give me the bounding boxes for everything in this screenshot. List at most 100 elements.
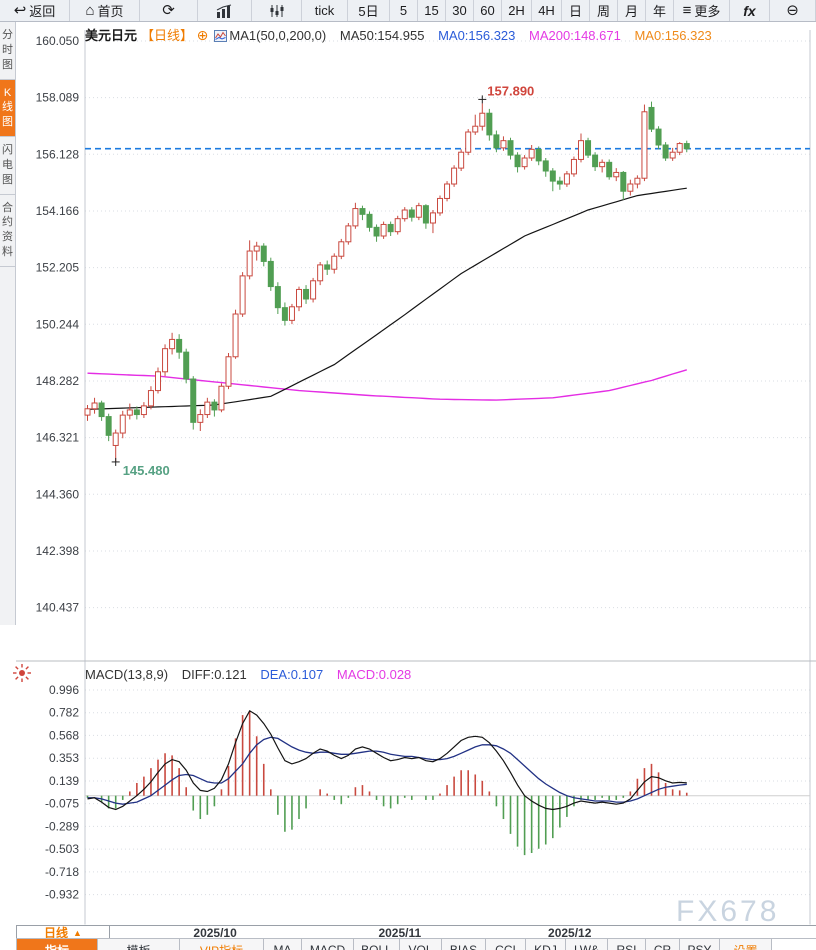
indicator-tab-lw-[interactable]: LW& <box>566 938 608 950</box>
macd-settings-label: MACD(13,8,9) <box>85 667 169 682</box>
indicator-settings-icon[interactable] <box>12 663 32 683</box>
tick-period-button[interactable]: tick <box>302 0 348 21</box>
period-60min-button[interactable]: 60 <box>474 0 502 21</box>
indicator-tab-boll[interactable]: BOLL <box>354 938 400 950</box>
triangle-up-icon: ▲ <box>73 927 82 938</box>
home-button[interactable]: ⌂ 首页 <box>70 0 140 21</box>
dea-line <box>87 736 687 805</box>
price-axis-label: 144.360 <box>36 487 80 501</box>
tick-chart-type-button[interactable] <box>252 0 302 21</box>
macd-axis-label: -0.289 <box>45 819 79 833</box>
period-30min-button[interactable]: 30 <box>446 0 474 21</box>
macd-axis-label: 0.568 <box>49 728 79 742</box>
price-axis-label: 152.205 <box>36 261 80 275</box>
indicator-tab-kdj[interactable]: KDJ <box>526 938 566 950</box>
candlestick-icon <box>270 4 284 17</box>
price-axis-label: 154.166 <box>36 204 80 218</box>
macd-axis-label: -0.718 <box>45 865 79 879</box>
date-axis-row: 日线 ▲ 2025/10 2025/11 2025/12 <box>16 925 816 940</box>
zoom-out-button[interactable]: ⊖ <box>770 0 816 21</box>
home-icon: ⌂ <box>85 2 95 19</box>
tab-contract-info[interactable]: 合约资料 <box>0 195 15 267</box>
macd-axis-label: 0.139 <box>49 774 79 788</box>
period-week-button-label: 周 <box>596 4 610 19</box>
price-axis-label: 158.089 <box>36 91 80 105</box>
period-day-button[interactable]: 日 <box>562 0 590 21</box>
tab-time-chart[interactable]: 分时图 <box>0 22 15 80</box>
more-button[interactable]: ≡ 更多 <box>674 0 730 21</box>
tab-time-chart-label: 时 <box>2 43 13 56</box>
indicator-tab-cci[interactable]: CCI <box>486 938 526 950</box>
indicator-tab-bias[interactable]: BIAS <box>442 938 486 950</box>
period-tag: 【日线】 <box>141 28 194 43</box>
indicator-tab-rsi[interactable]: RSI <box>608 938 646 950</box>
watermark: FX678 <box>676 895 779 925</box>
tab-candle-chart-label: K <box>3 86 12 99</box>
period-15min-button-label: 15 <box>424 3 439 18</box>
macd-value: MACD:0.028 <box>336 667 412 682</box>
period-5day-button-label: 5日 <box>358 4 379 19</box>
macd-title: MACD(13,8,9) DIFF:0.121 DEA:0.107 MACD:0… <box>85 667 411 682</box>
back-button[interactable]: ↩ 返回 <box>0 0 70 21</box>
x-axis-label: 2025/10 <box>193 926 237 940</box>
diff-line <box>87 709 687 811</box>
indicator-tab-vol[interactable]: VOL <box>400 938 442 950</box>
period-30min-button-label: 30 <box>452 3 467 18</box>
indicator-tab-macd[interactable]: MACD <box>302 938 354 950</box>
symbol-name: 美元日元 <box>85 28 138 43</box>
price-chart-canvas[interactable]: 160.050 158.089 156.128 154.166 152.205 150.2… <box>16 22 816 925</box>
formula-button[interactable]: fx <box>730 0 770 21</box>
period-selector[interactable]: 日线 ▲ <box>16 925 110 940</box>
refresh-button[interactable]: ⟳ <box>140 0 198 21</box>
x-axis-label: 2025/11 <box>378 926 422 940</box>
indicator-toolbar: 指标模板VIP指标MAMACDBOLLVOLBIASCCIKDJLW&RSICR… <box>16 938 816 950</box>
period-year-button[interactable]: 年 <box>646 0 674 21</box>
tab-contract-info-label: 资 <box>2 231 13 244</box>
more-icon: ≡ <box>682 2 692 19</box>
period-2h-button[interactable]: 2H <box>502 0 532 21</box>
ma0-blue-value: MA0:156.323 <box>438 28 516 43</box>
period-month-button[interactable]: 月 <box>618 0 646 21</box>
ma50-line <box>87 187 687 410</box>
ma50-value: MA50:154.955 <box>339 28 425 43</box>
price-axis-label: 142.398 <box>36 544 80 558</box>
indicator-tab--[interactable]: 模板 <box>98 938 180 950</box>
bar-chart-type-button[interactable] <box>198 0 252 21</box>
price-axis-label: 148.282 <box>36 374 80 388</box>
tab-contract-info-label: 约 <box>2 216 13 229</box>
period-5min-button[interactable]: 5 <box>390 0 418 21</box>
tab-lightning-chart[interactable]: 闪电图 <box>0 137 15 195</box>
period-4h-button-label: 4H <box>538 3 555 18</box>
period-day-button-label: 日 <box>568 4 582 19</box>
indicator-tab-ma[interactable]: MA <box>264 938 302 950</box>
home-button-label: 首页 <box>97 4 124 19</box>
main-grid: 160.050 158.089 156.128 154.166 152.205 150.2… <box>36 34 810 902</box>
indicator-tab-cr[interactable]: CR <box>646 938 680 950</box>
period-year-button-label: 年 <box>652 4 666 19</box>
indicator-tab--[interactable]: 设置 <box>720 938 772 950</box>
add-indicator-icon[interactable]: ⊕ <box>196 27 209 43</box>
macd-axis-label: 0.996 <box>49 683 79 697</box>
back-icon: ↩ <box>13 2 27 19</box>
price-axis-label: 146.321 <box>36 431 80 445</box>
indicator-tab-vip-[interactable]: VIP指标 <box>180 938 264 950</box>
dea-value: DEA:0.107 <box>260 667 324 682</box>
period-5day-button[interactable]: 5日 <box>348 0 390 21</box>
period-4h-button[interactable]: 4H <box>532 0 562 21</box>
price-axis-label: 160.050 <box>36 34 80 48</box>
tab-contract-info-label: 料 <box>2 246 13 259</box>
indicator-tab--[interactable]: 指标 <box>16 938 98 950</box>
period-15min-button[interactable]: 15 <box>418 0 446 21</box>
period-week-button[interactable]: 周 <box>590 0 618 21</box>
more-button-label: 更多 <box>694 4 721 19</box>
top-toolbar: ↩ 返回 ⌂ 首页 ⟳ tick 5日 5 15 30 60 2H 4H 日周月年 ≡ 更多 fx ⊖ <box>0 0 816 22</box>
macd-axis-label: -0.932 <box>45 888 79 902</box>
candles-series <box>84 101 690 462</box>
period-5min-button-label: 5 <box>399 3 408 18</box>
price-axis-label: 140.437 <box>36 601 80 615</box>
tab-lightning-chart-label: 图 <box>2 173 13 186</box>
indicator-tab-psy[interactable]: PSY <box>680 938 720 950</box>
tab-candle-chart-label: 线 <box>2 101 13 114</box>
